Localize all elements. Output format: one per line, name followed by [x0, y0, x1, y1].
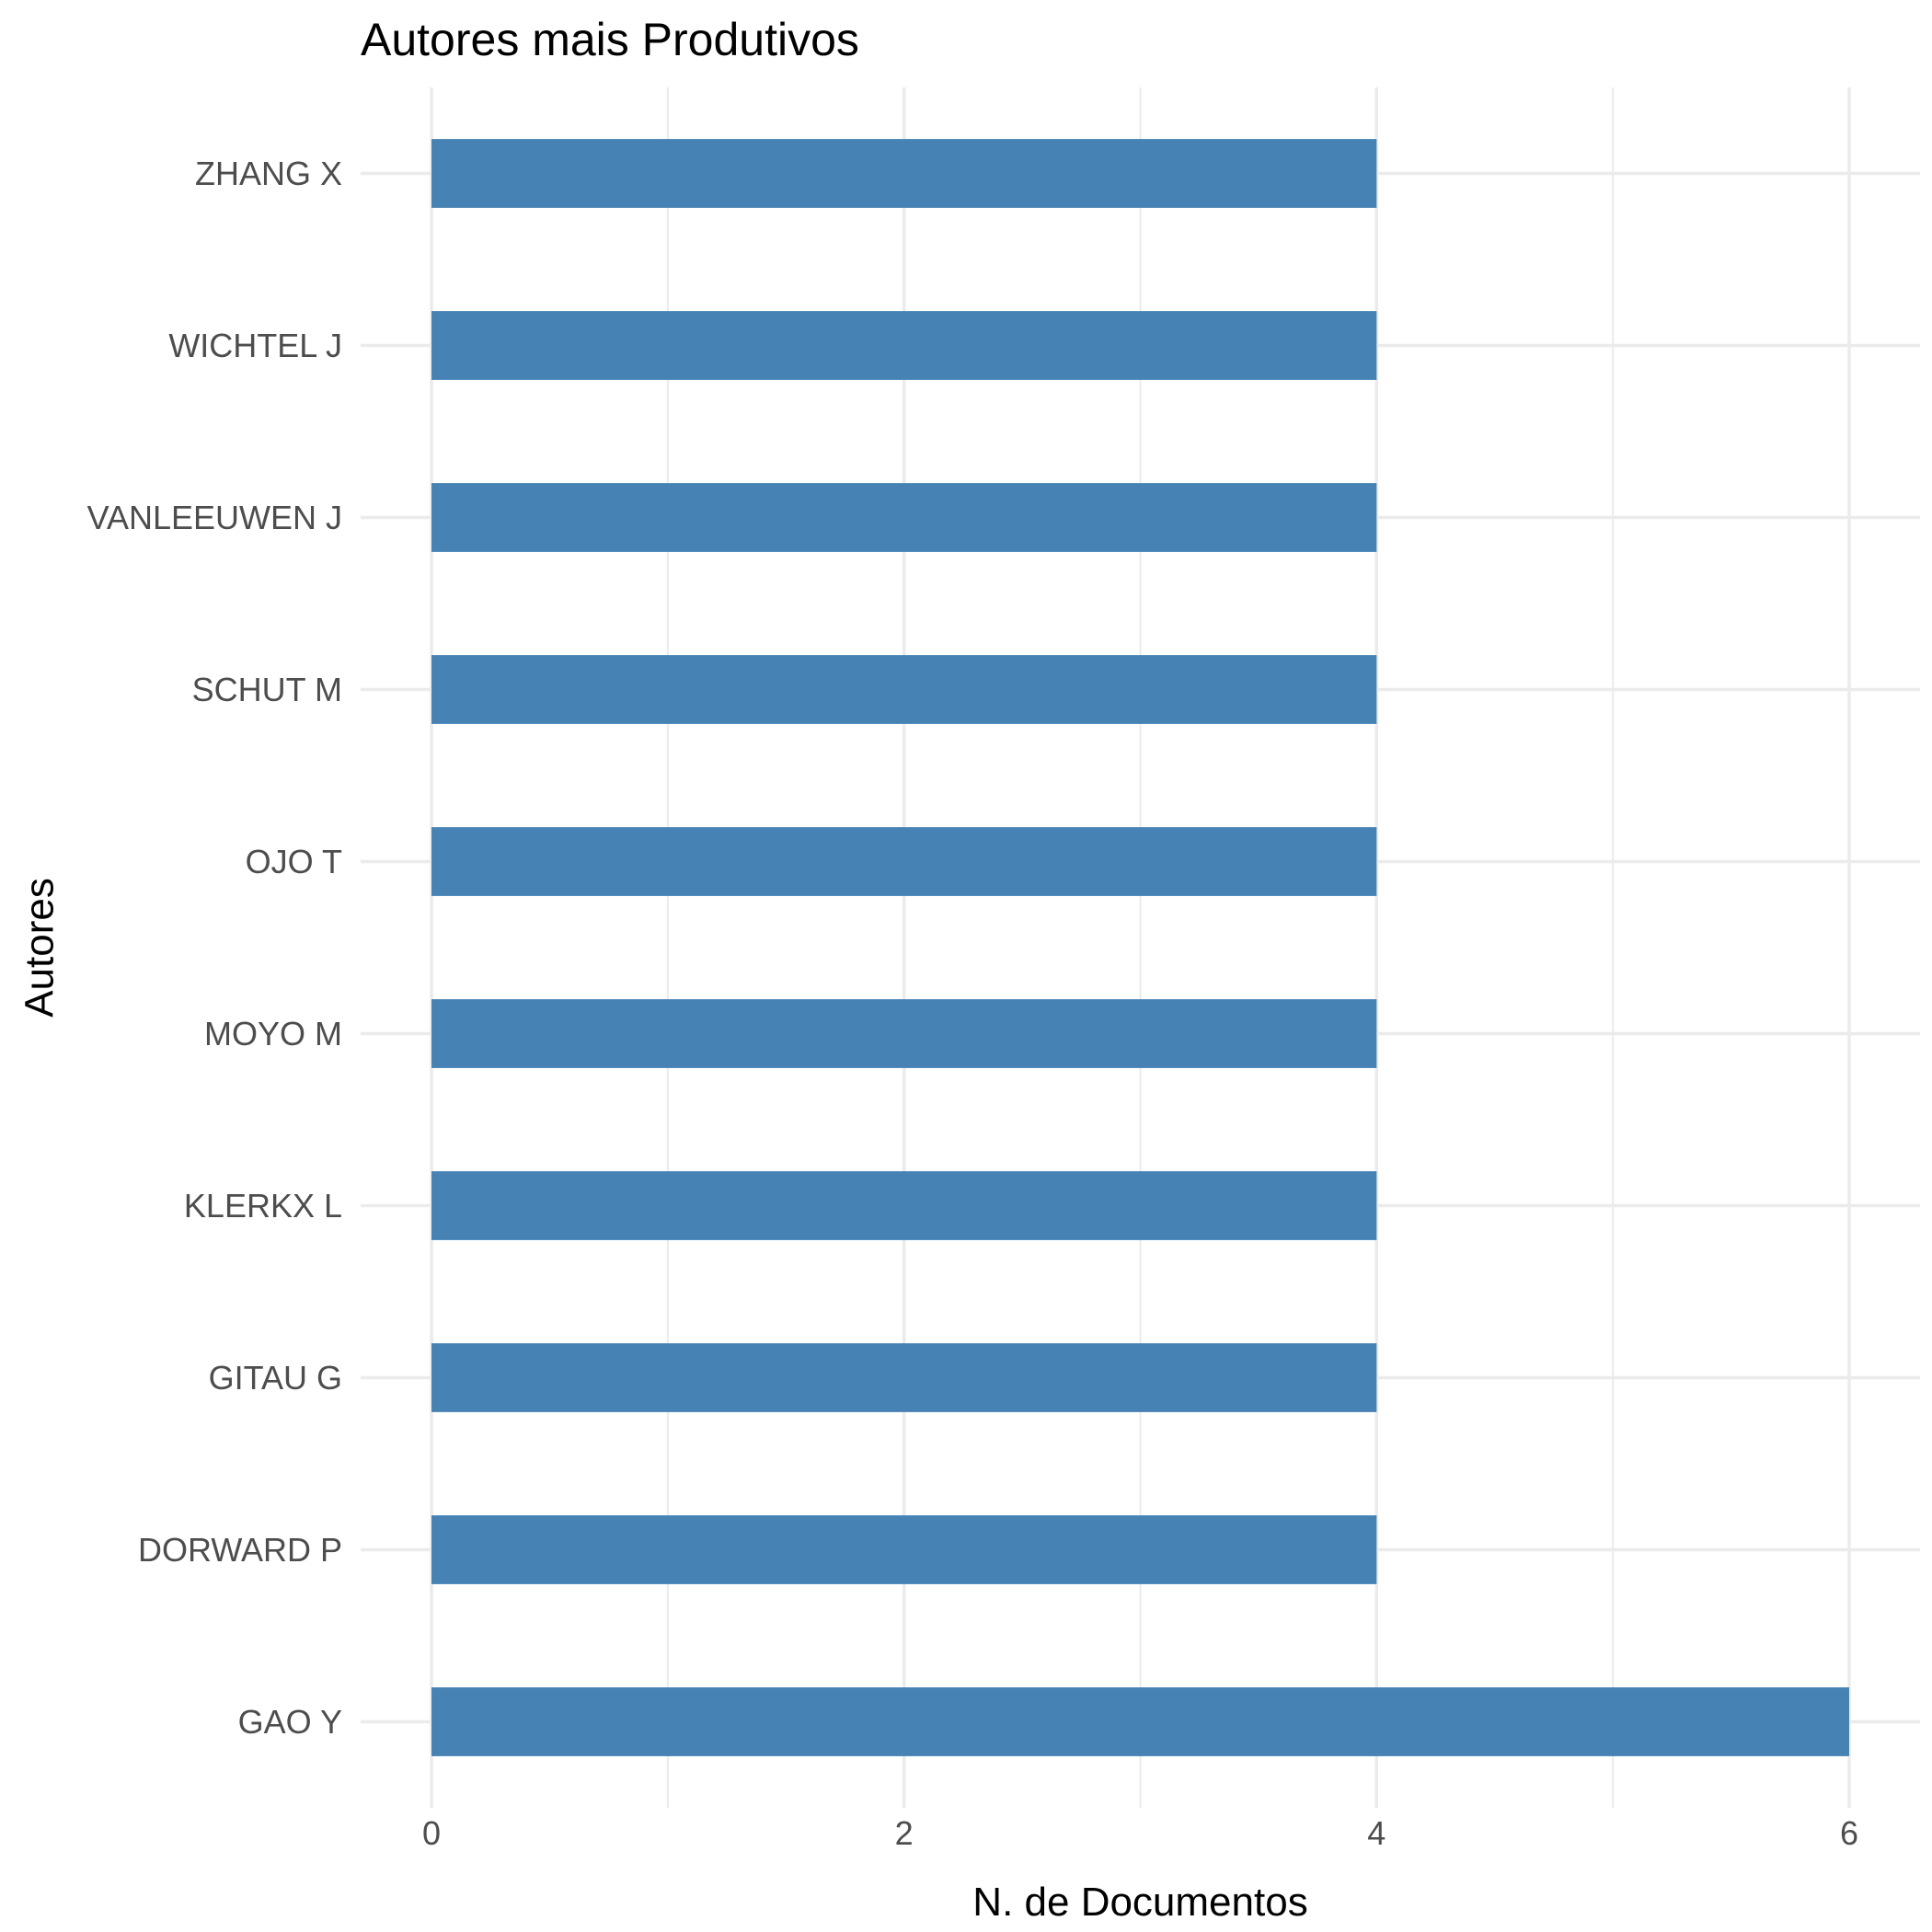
y-tick-label: ZHANG X: [195, 155, 342, 192]
bar: [431, 1171, 1377, 1240]
y-tick-label: GITAU G: [209, 1359, 342, 1397]
bars-layer: [431, 139, 1849, 1756]
y-tick-label: KLERKX L: [184, 1187, 342, 1225]
y-tick-label: DORWARD P: [138, 1531, 342, 1569]
bar: [431, 1515, 1377, 1584]
y-tick-label: MOYO M: [204, 1015, 342, 1052]
bar: [431, 827, 1377, 896]
bar: [431, 999, 1377, 1068]
y-tick-labels: GAO Y DORWARD P GITAU G KLERKX L MOYO M OJO T…: [87, 155, 342, 1741]
y-tick-label: WICHTEL J: [168, 327, 342, 364]
y-tick-label: SCHUT M: [192, 671, 342, 708]
bar: [431, 139, 1377, 208]
x-tick-label: 2: [895, 1814, 914, 1852]
x-tick-label: 4: [1367, 1814, 1386, 1852]
y-tick-label: VANLEEUWEN J: [87, 499, 342, 536]
bar: [431, 1343, 1377, 1412]
bar: [431, 483, 1377, 552]
x-tick-label: 6: [1840, 1814, 1858, 1852]
bar: [431, 311, 1377, 380]
bar: [431, 655, 1377, 724]
x-axis-title: N. de Documentos: [972, 1880, 1307, 1925]
y-tick-label: OJO T: [246, 843, 342, 880]
chart-title: Autores mais Produtivos: [361, 14, 859, 65]
y-axis-title: Autores: [17, 878, 63, 1018]
bar: [431, 1687, 1849, 1756]
y-tick-label: GAO Y: [238, 1703, 342, 1741]
x-tick-label: 0: [422, 1814, 441, 1852]
x-tick-labels: 0 2 4 6: [422, 1814, 1858, 1852]
